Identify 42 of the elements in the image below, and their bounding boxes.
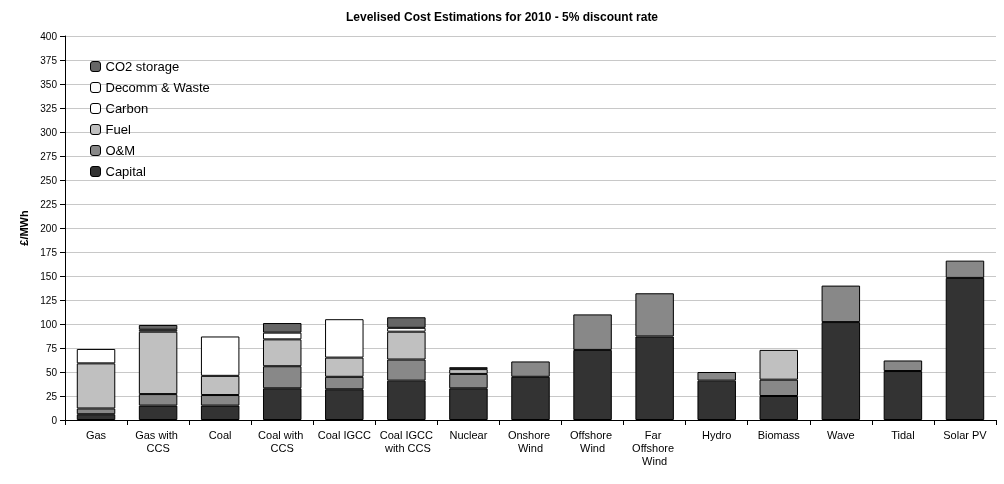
y-tick-label: 225 — [40, 198, 58, 210]
x-tick-label: Gas — [85, 428, 107, 441]
legend-label: CO2 storage — [105, 59, 180, 74]
x-tick-label: Tidal — [891, 428, 915, 441]
x-tick-label: Hydro — [702, 428, 732, 441]
y-tick-label: 400 — [40, 30, 58, 42]
y-tick-label: 50 — [45, 366, 58, 378]
bar — [387, 317, 426, 328]
x-tick-label: Coal with CCS — [258, 428, 307, 454]
x-tick-label: Far Offshore Wind — [632, 428, 678, 467]
chart-title: Levelised Cost Estimations for 2010 - 5% discount rate — [345, 10, 659, 24]
x-tick-label: Coal — [208, 428, 232, 441]
x-tick-label: Wave — [826, 428, 855, 441]
x-tick-label: Coal IGCC — [317, 428, 371, 441]
x-tick-label: Solar PV — [943, 428, 988, 441]
x-tick-label: Nuclear — [449, 428, 488, 441]
x-tick-label: Coal IGCC with CCS — [379, 428, 434, 454]
y-tick-label: 325 — [40, 102, 58, 114]
y-tick-label: 250 — [40, 174, 58, 186]
x-tick-label: Gas with CCS — [135, 428, 182, 454]
y-tick-label: 150 — [40, 270, 58, 282]
y-tick-label: 200 — [40, 222, 58, 234]
legend-label: Fuel — [105, 122, 131, 137]
y-tick-label: 75 — [45, 342, 58, 354]
y-tick-label: 25 — [45, 390, 58, 402]
y-tick-label: 275 — [40, 150, 58, 162]
legend-label: Carbon — [105, 101, 149, 116]
legend-label: Capital — [105, 164, 147, 179]
y-tick-label: 0 — [51, 414, 58, 426]
y-tick-label: 175 — [40, 246, 58, 258]
x-tick-label: Biomass — [757, 428, 801, 441]
x-tick-label: Onshore Wind — [507, 428, 554, 454]
y-tick-label: 125 — [40, 294, 58, 306]
y-axis-title: £/MWh — [17, 210, 30, 246]
y-tick-label: 100 — [40, 318, 58, 330]
y-tick-label: 375 — [40, 54, 58, 66]
legend-label: Decomm & Waste — [105, 80, 210, 95]
y-tick-label: 300 — [40, 126, 58, 138]
x-tick-label: Offshore Wind — [570, 428, 616, 454]
bar — [138, 324, 178, 330]
y-tick-label: 350 — [40, 78, 58, 90]
legend-label: O&M — [105, 143, 136, 158]
